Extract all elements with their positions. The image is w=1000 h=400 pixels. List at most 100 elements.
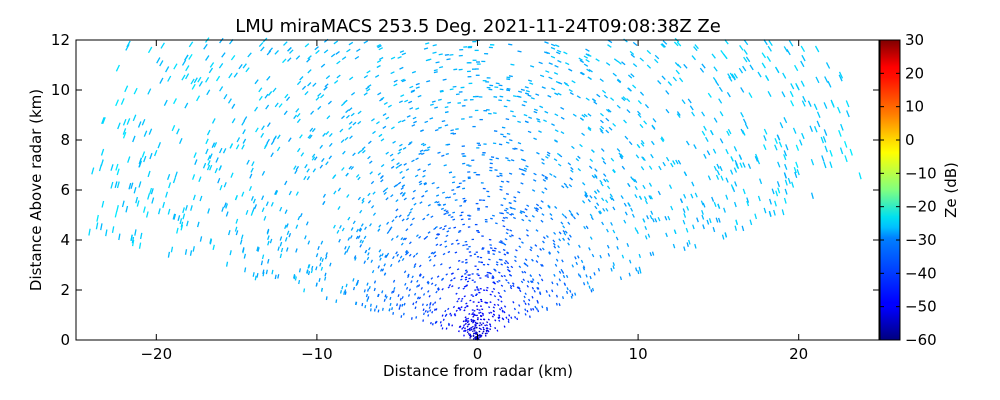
reflectivity-gate — [423, 182, 428, 186]
reflectivity-gate — [422, 175, 426, 178]
reflectivity-gate — [554, 64, 559, 68]
reflectivity-gate — [529, 248, 533, 252]
reflectivity-gate — [535, 260, 539, 264]
reflectivity-gate — [807, 100, 812, 107]
reflectivity-gate — [517, 311, 520, 314]
reflectivity-gate — [676, 111, 681, 116]
reflectivity-gate — [512, 282, 515, 285]
reflectivity-gate — [330, 53, 336, 58]
reflectivity-gate — [418, 264, 422, 268]
reflectivity-gate — [408, 288, 411, 292]
reflectivity-gate — [110, 164, 114, 171]
reflectivity-gate — [372, 191, 376, 195]
reflectivity-gate — [523, 262, 527, 265]
reflectivity-gate — [465, 258, 468, 261]
reflectivity-gate — [370, 259, 373, 263]
reflectivity-gate — [156, 57, 161, 64]
reflectivity-gate — [595, 58, 600, 62]
reflectivity-gate — [654, 54, 660, 60]
reflectivity-gate — [621, 165, 626, 170]
reflectivity-gate — [536, 151, 540, 155]
reflectivity-gate — [687, 98, 692, 104]
reflectivity-gate — [503, 305, 507, 308]
reflectivity-gate — [442, 318, 445, 321]
reflectivity-gate — [455, 128, 459, 130]
reflectivity-gate — [324, 255, 328, 260]
reflectivity-gate — [740, 87, 745, 93]
reflectivity-gate — [644, 199, 648, 205]
reflectivity-gate — [422, 319, 425, 322]
reflectivity-gate — [593, 190, 598, 195]
reflectivity-gate — [431, 182, 435, 185]
reflectivity-gate — [696, 217, 699, 223]
reflectivity-gate — [299, 213, 303, 218]
reflectivity-gate — [513, 216, 516, 220]
reflectivity-gate — [820, 136, 825, 144]
reflectivity-gate — [533, 207, 537, 210]
reflectivity-gate — [858, 172, 862, 180]
reflectivity-gate — [250, 195, 254, 201]
reflectivity-gate — [319, 164, 324, 169]
reflectivity-gate — [800, 45, 806, 53]
reflectivity-gate — [642, 218, 646, 223]
reflectivity-gate — [284, 93, 289, 99]
reflectivity-gate — [583, 113, 588, 118]
reflectivity-gate — [566, 287, 569, 291]
reflectivity-gate — [325, 130, 330, 136]
reflectivity-gate — [202, 162, 207, 169]
reflectivity-gate — [691, 111, 696, 117]
reflectivity-gate — [599, 78, 604, 83]
reflectivity-gate — [589, 158, 594, 163]
y-axis-title: Distance Above radar (km) — [27, 89, 45, 291]
reflectivity-gate — [126, 118, 131, 125]
reflectivity-gate — [746, 197, 750, 203]
reflectivity-gate — [746, 200, 750, 207]
reflectivity-gate — [280, 247, 284, 253]
colorbar-tick-label: −10 — [905, 164, 937, 182]
reflectivity-gate — [225, 203, 229, 209]
reflectivity-gate — [743, 49, 748, 55]
reflectivity-gate — [192, 246, 195, 252]
reflectivity-gate — [91, 167, 95, 175]
reflectivity-gate — [592, 98, 597, 102]
reflectivity-gate — [235, 144, 240, 150]
reflectivity-gate — [469, 334, 472, 337]
reflectivity-gate — [422, 308, 425, 312]
reflectivity-gate — [527, 94, 532, 97]
reflectivity-gate — [317, 105, 322, 110]
reflectivity-gate — [497, 291, 501, 295]
y-tick-label: 8 — [60, 131, 70, 149]
reflectivity-gate — [509, 213, 513, 216]
reflectivity-gate — [661, 43, 666, 48]
reflectivity-gate — [779, 122, 784, 129]
reflectivity-gate — [823, 161, 827, 169]
reflectivity-gate — [563, 51, 568, 55]
reflectivity-gate — [405, 168, 410, 172]
reflectivity-gate — [325, 252, 328, 257]
reflectivity-gate — [441, 154, 445, 157]
reflectivity-gate — [406, 115, 411, 118]
reflectivity-gate — [775, 190, 779, 197]
reflectivity-gate — [168, 182, 172, 189]
reflectivity-gate — [279, 253, 283, 259]
reflectivity-gate — [816, 111, 821, 119]
reflectivity-gate — [547, 205, 551, 209]
reflectivity-gate — [435, 308, 438, 311]
reflectivity-gate — [628, 259, 632, 264]
reflectivity-gate — [789, 90, 794, 98]
reflectivity-gate — [553, 245, 557, 249]
reflectivity-gate — [582, 200, 586, 204]
reflectivity-gate — [701, 63, 706, 69]
reflectivity-gate — [445, 313, 448, 317]
reflectivity-gate — [95, 222, 99, 230]
reflectivity-gate — [492, 276, 495, 279]
reflectivity-gate — [439, 89, 444, 92]
reflectivity-gate — [390, 194, 394, 198]
reflectivity-gate — [539, 74, 545, 78]
reflectivity-gate — [238, 64, 243, 70]
reflectivity-gate — [569, 289, 572, 293]
reflectivity-field — [88, 37, 862, 341]
reflectivity-gate — [114, 210, 118, 218]
reflectivity-gate — [410, 90, 415, 94]
reflectivity-gate — [438, 53, 443, 56]
